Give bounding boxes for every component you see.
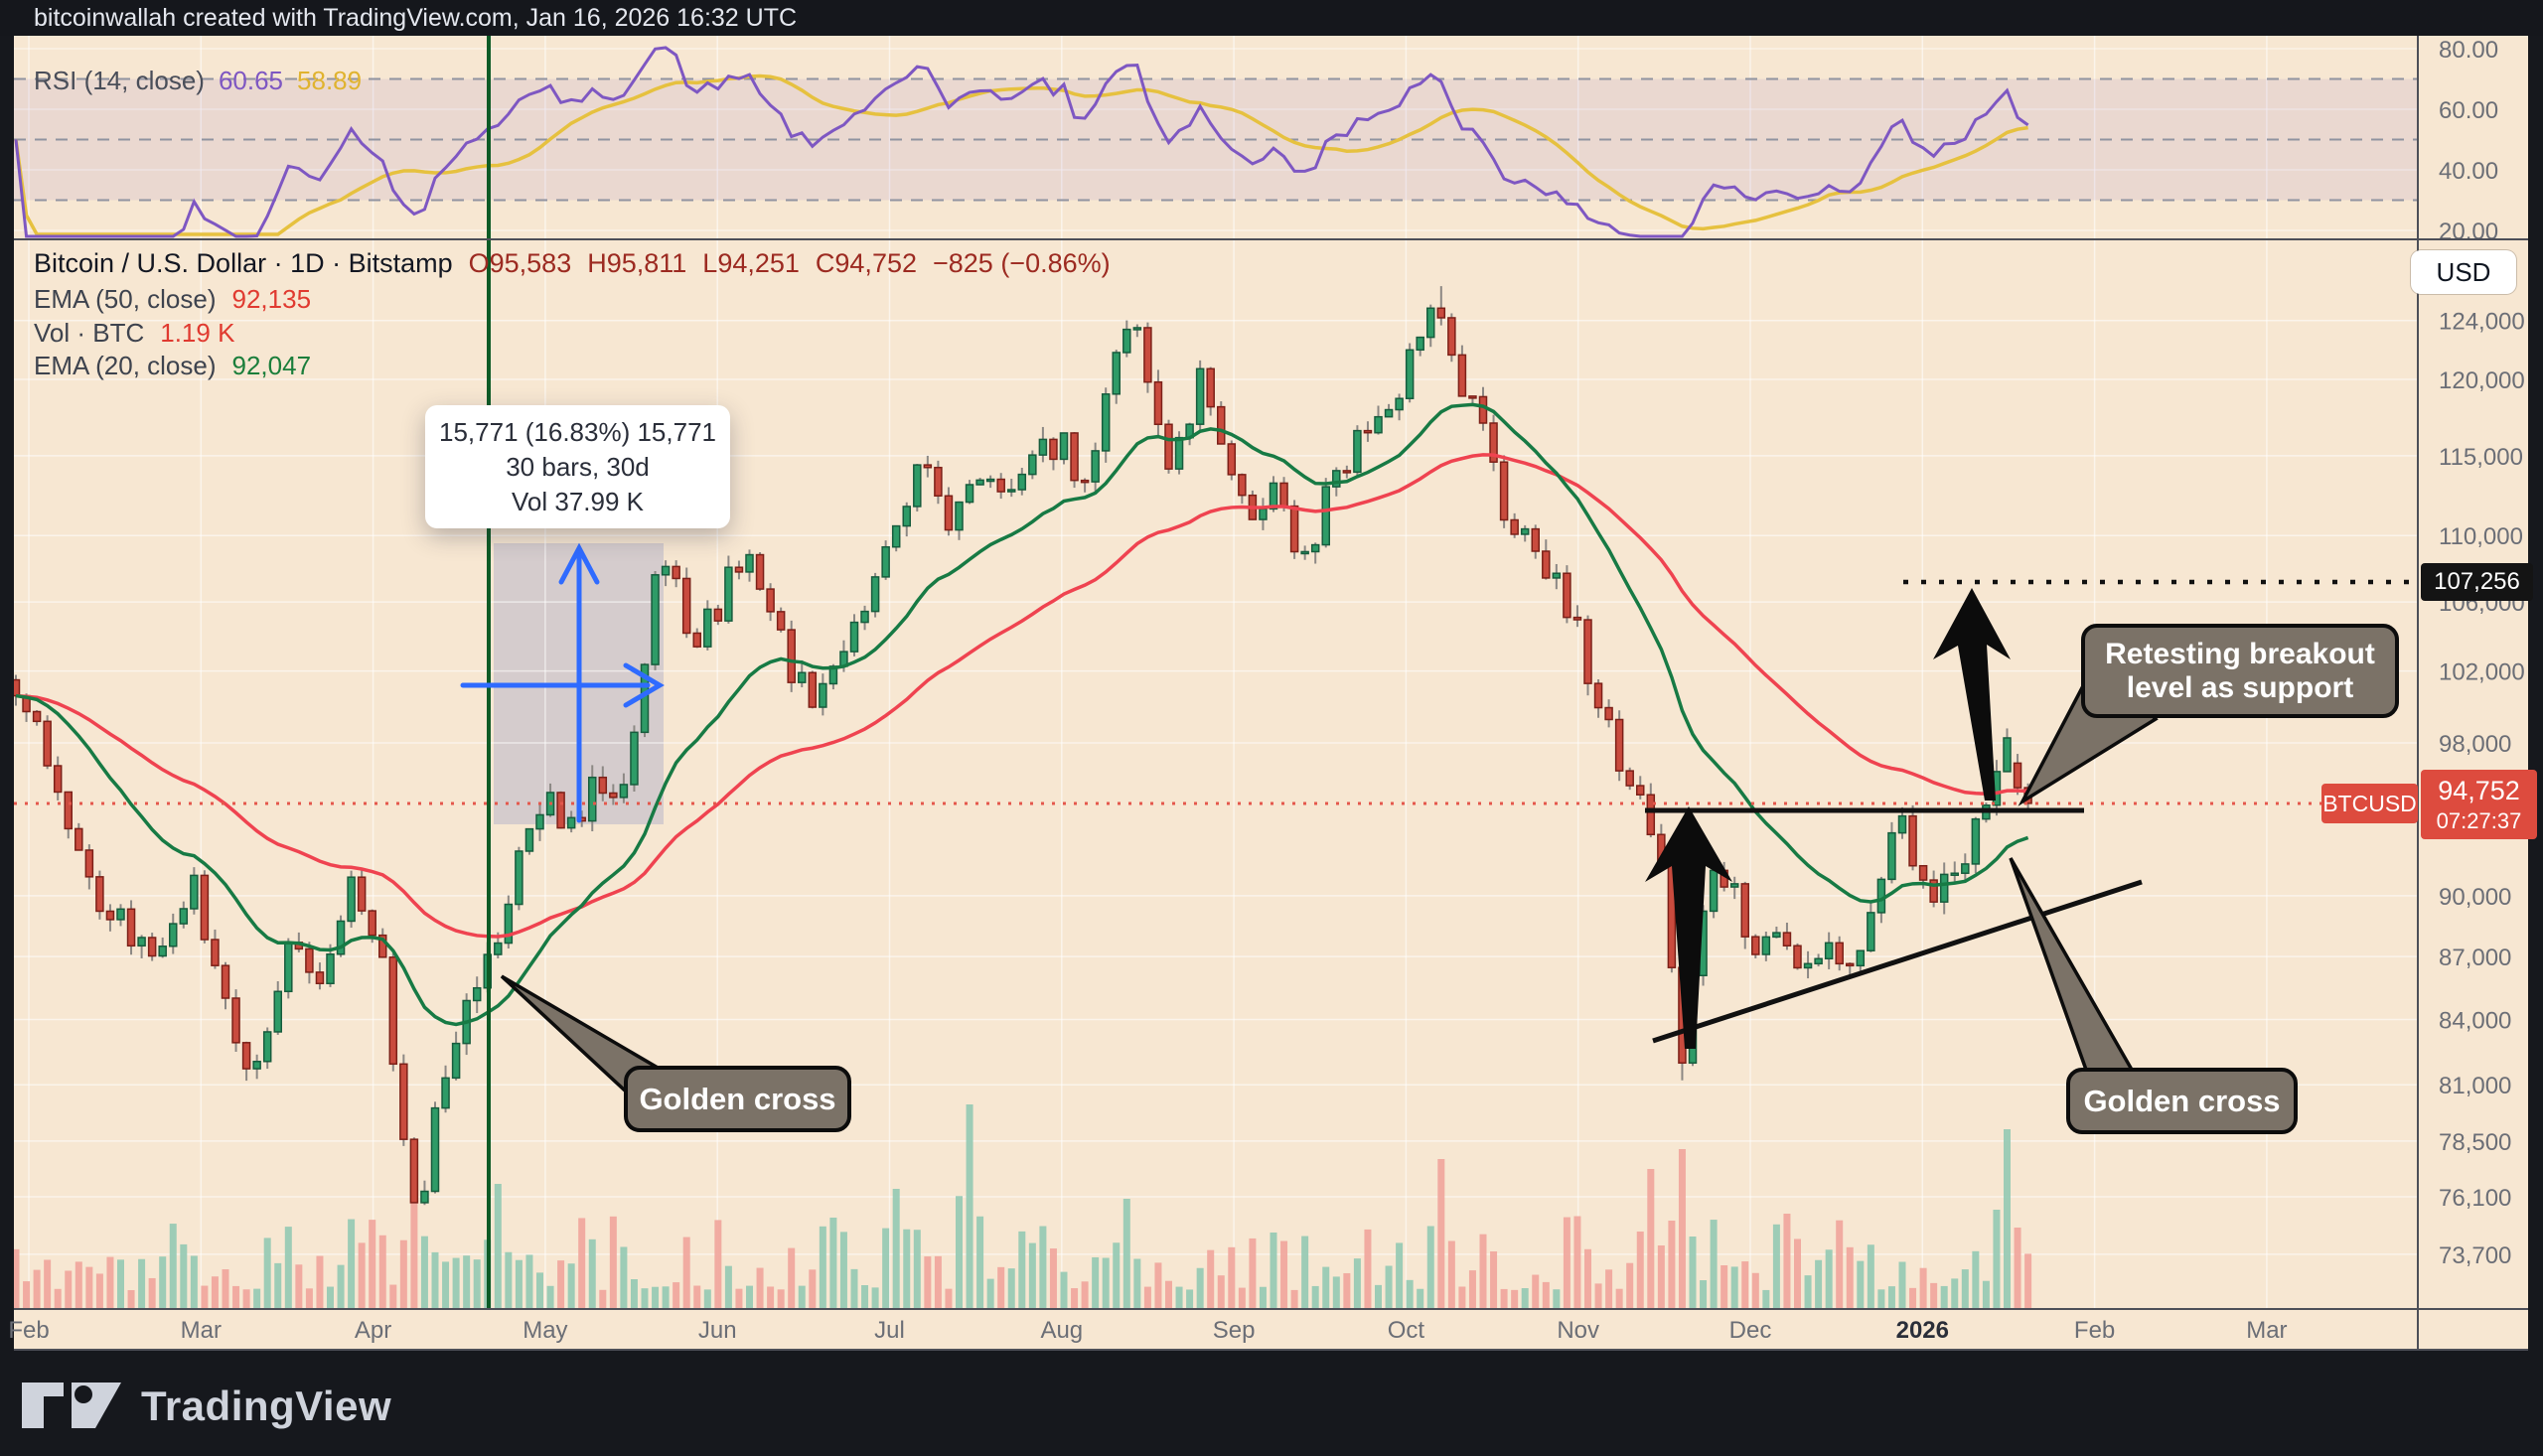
time-axis-label: Jul [874, 1317, 905, 1344]
retest-callout[interactable]: Retesting breakout level as support [2081, 624, 2399, 718]
time-axis-label: Mar [2246, 1317, 2287, 1344]
watermark-text: bitcoinwallah created with TradingView.c… [34, 3, 798, 32]
golden-cross-callout-left[interactable]: Golden cross [624, 1066, 851, 1132]
time-axis-label: 2026 [1896, 1317, 1949, 1344]
measure-tooltip-bars: 30 bars, 30d [506, 451, 650, 482]
time-axis-label: Feb [8, 1317, 49, 1344]
grid [14, 36, 2418, 1309]
price-axis-label: 120,000 [2439, 367, 2525, 394]
time-axis-label: Aug [1040, 1317, 1083, 1344]
up-arrow-drawing-2[interactable] [1933, 588, 2011, 801]
last-price-value: 94,752 [2438, 775, 2520, 805]
price-axis-label: 81,000 [2439, 1073, 2511, 1099]
measure-arrows[interactable] [460, 542, 665, 823]
ema20-value: 92,047 [231, 351, 312, 380]
rsi-axis-label: 20.00 [2439, 218, 2498, 245]
price-axis-label: 110,000 [2439, 523, 2523, 550]
candles[interactable] [13, 286, 2032, 1206]
symbol-title: Bitcoin / U.S. Dollar · 1D · Bitstamp [34, 248, 453, 278]
time-axis-label: Nov [1557, 1317, 1599, 1344]
last-price-tag: 94,752 07:27:37 [2421, 770, 2537, 839]
measure-tooltip-change: 15,771 (16.83%) 15,771 [439, 416, 716, 447]
volume-bars [14, 1104, 2032, 1308]
price-axis-label: 73,700 [2439, 1242, 2511, 1269]
price-axis[interactable]: 124,000120,000115,000110,000106,000102,0… [8, 37, 2524, 1344]
ema20-label: EMA (20, close) [34, 351, 217, 380]
golden-cross-left-text: Golden cross [639, 1081, 836, 1116]
rsi-pane[interactable] [14, 46, 2418, 238]
volume-legend-row[interactable]: Vol · BTC 1.19 K [34, 318, 234, 349]
time-axis-label: Apr [355, 1317, 391, 1344]
time-axis-label: Feb [2074, 1317, 2115, 1344]
golden-cross-callout-right[interactable]: Golden cross [2066, 1068, 2298, 1134]
ema50-legend-row[interactable]: EMA (50, close) 92,135 [34, 284, 311, 315]
measure-tooltip-volume: Vol 37.99 K [512, 486, 644, 516]
golden-cross-right-text: Golden cross [2083, 1083, 2281, 1118]
ticker-tag: BTCUSD [2321, 784, 2418, 823]
tradingview-logo[interactable]: TradingView [22, 1379, 391, 1434]
ohlc-low: L94,251 [702, 248, 800, 278]
ohlc-change: −825 (−0.86%) [933, 248, 1111, 278]
tradingview-logo-text: TradingView [141, 1383, 392, 1429]
currency-label: USD [2436, 256, 2491, 287]
ema-lines [15, 402, 2029, 1027]
time-axis-label: Jun [698, 1317, 737, 1344]
price-axis-label: 90,000 [2439, 884, 2511, 911]
up-arrow-drawing-1[interactable] [1645, 806, 1732, 1049]
watermark-bar: bitcoinwallah created with TradingView.c… [0, 0, 2543, 36]
measure-tooltip: 15,771 (16.83%) 15,771 30 bars, 30d Vol … [425, 405, 730, 528]
ema50-label: EMA (50, close) [34, 284, 217, 314]
tradingview-logo-icon [22, 1383, 121, 1428]
ema20-legend-row[interactable]: EMA (20, close) 92,047 [34, 351, 311, 381]
price-axis-label: 124,000 [2439, 309, 2525, 336]
time-axis-label: Mar [181, 1317, 222, 1344]
rsi-legend[interactable]: RSI (14, close) 60.65 58.89 [34, 66, 362, 96]
rsi-label: RSI (14, close) [34, 66, 205, 95]
breakout-target-price-label: 107,256 [2421, 563, 2533, 601]
price-axis-label: 84,000 [2439, 1008, 2511, 1035]
time-axis-label: May [523, 1317, 567, 1344]
price-axis-label: 115,000 [2439, 444, 2523, 471]
ohlc-open: O95,583 [468, 248, 572, 278]
time-axis-label: Oct [1388, 1317, 1425, 1344]
price-axis-label: 87,000 [2439, 945, 2511, 971]
ohlc-high: H95,811 [587, 248, 687, 278]
retest-text-line1: Retesting breakout [2105, 637, 2375, 670]
price-axis-label: 102,000 [2439, 659, 2525, 686]
rsi-axis-label: 80.00 [2439, 37, 2498, 64]
ema50-value: 92,135 [231, 284, 312, 314]
price-axis-label: 78,500 [2439, 1129, 2511, 1156]
time-axis-label: Dec [1729, 1317, 1772, 1344]
rsi-axis-label: 60.00 [2439, 97, 2498, 124]
volume-value: 1.19 K [160, 318, 235, 348]
rsi-axis-label: 40.00 [2439, 158, 2498, 185]
currency-toggle-button[interactable]: USD [2411, 250, 2516, 294]
retest-text-line2: level as support [2126, 670, 2354, 704]
ascending-trendline[interactable] [1652, 879, 2143, 1044]
rsi-value: 60.65 [218, 66, 284, 95]
ohlc-close: C94,752 [815, 248, 917, 278]
price-axis-label: 76,100 [2439, 1185, 2511, 1212]
rsi-signal-value: 58.89 [297, 66, 363, 95]
price-axis-label: 98,000 [2439, 731, 2511, 758]
volume-label: Vol · BTC [34, 318, 145, 348]
time-axis-label: Sep [1213, 1317, 1256, 1344]
symbol-legend-row[interactable]: Bitcoin / U.S. Dollar · 1D · Bitstamp O9… [34, 248, 1111, 279]
bar-countdown: 07:27:37 [2436, 807, 2522, 833]
